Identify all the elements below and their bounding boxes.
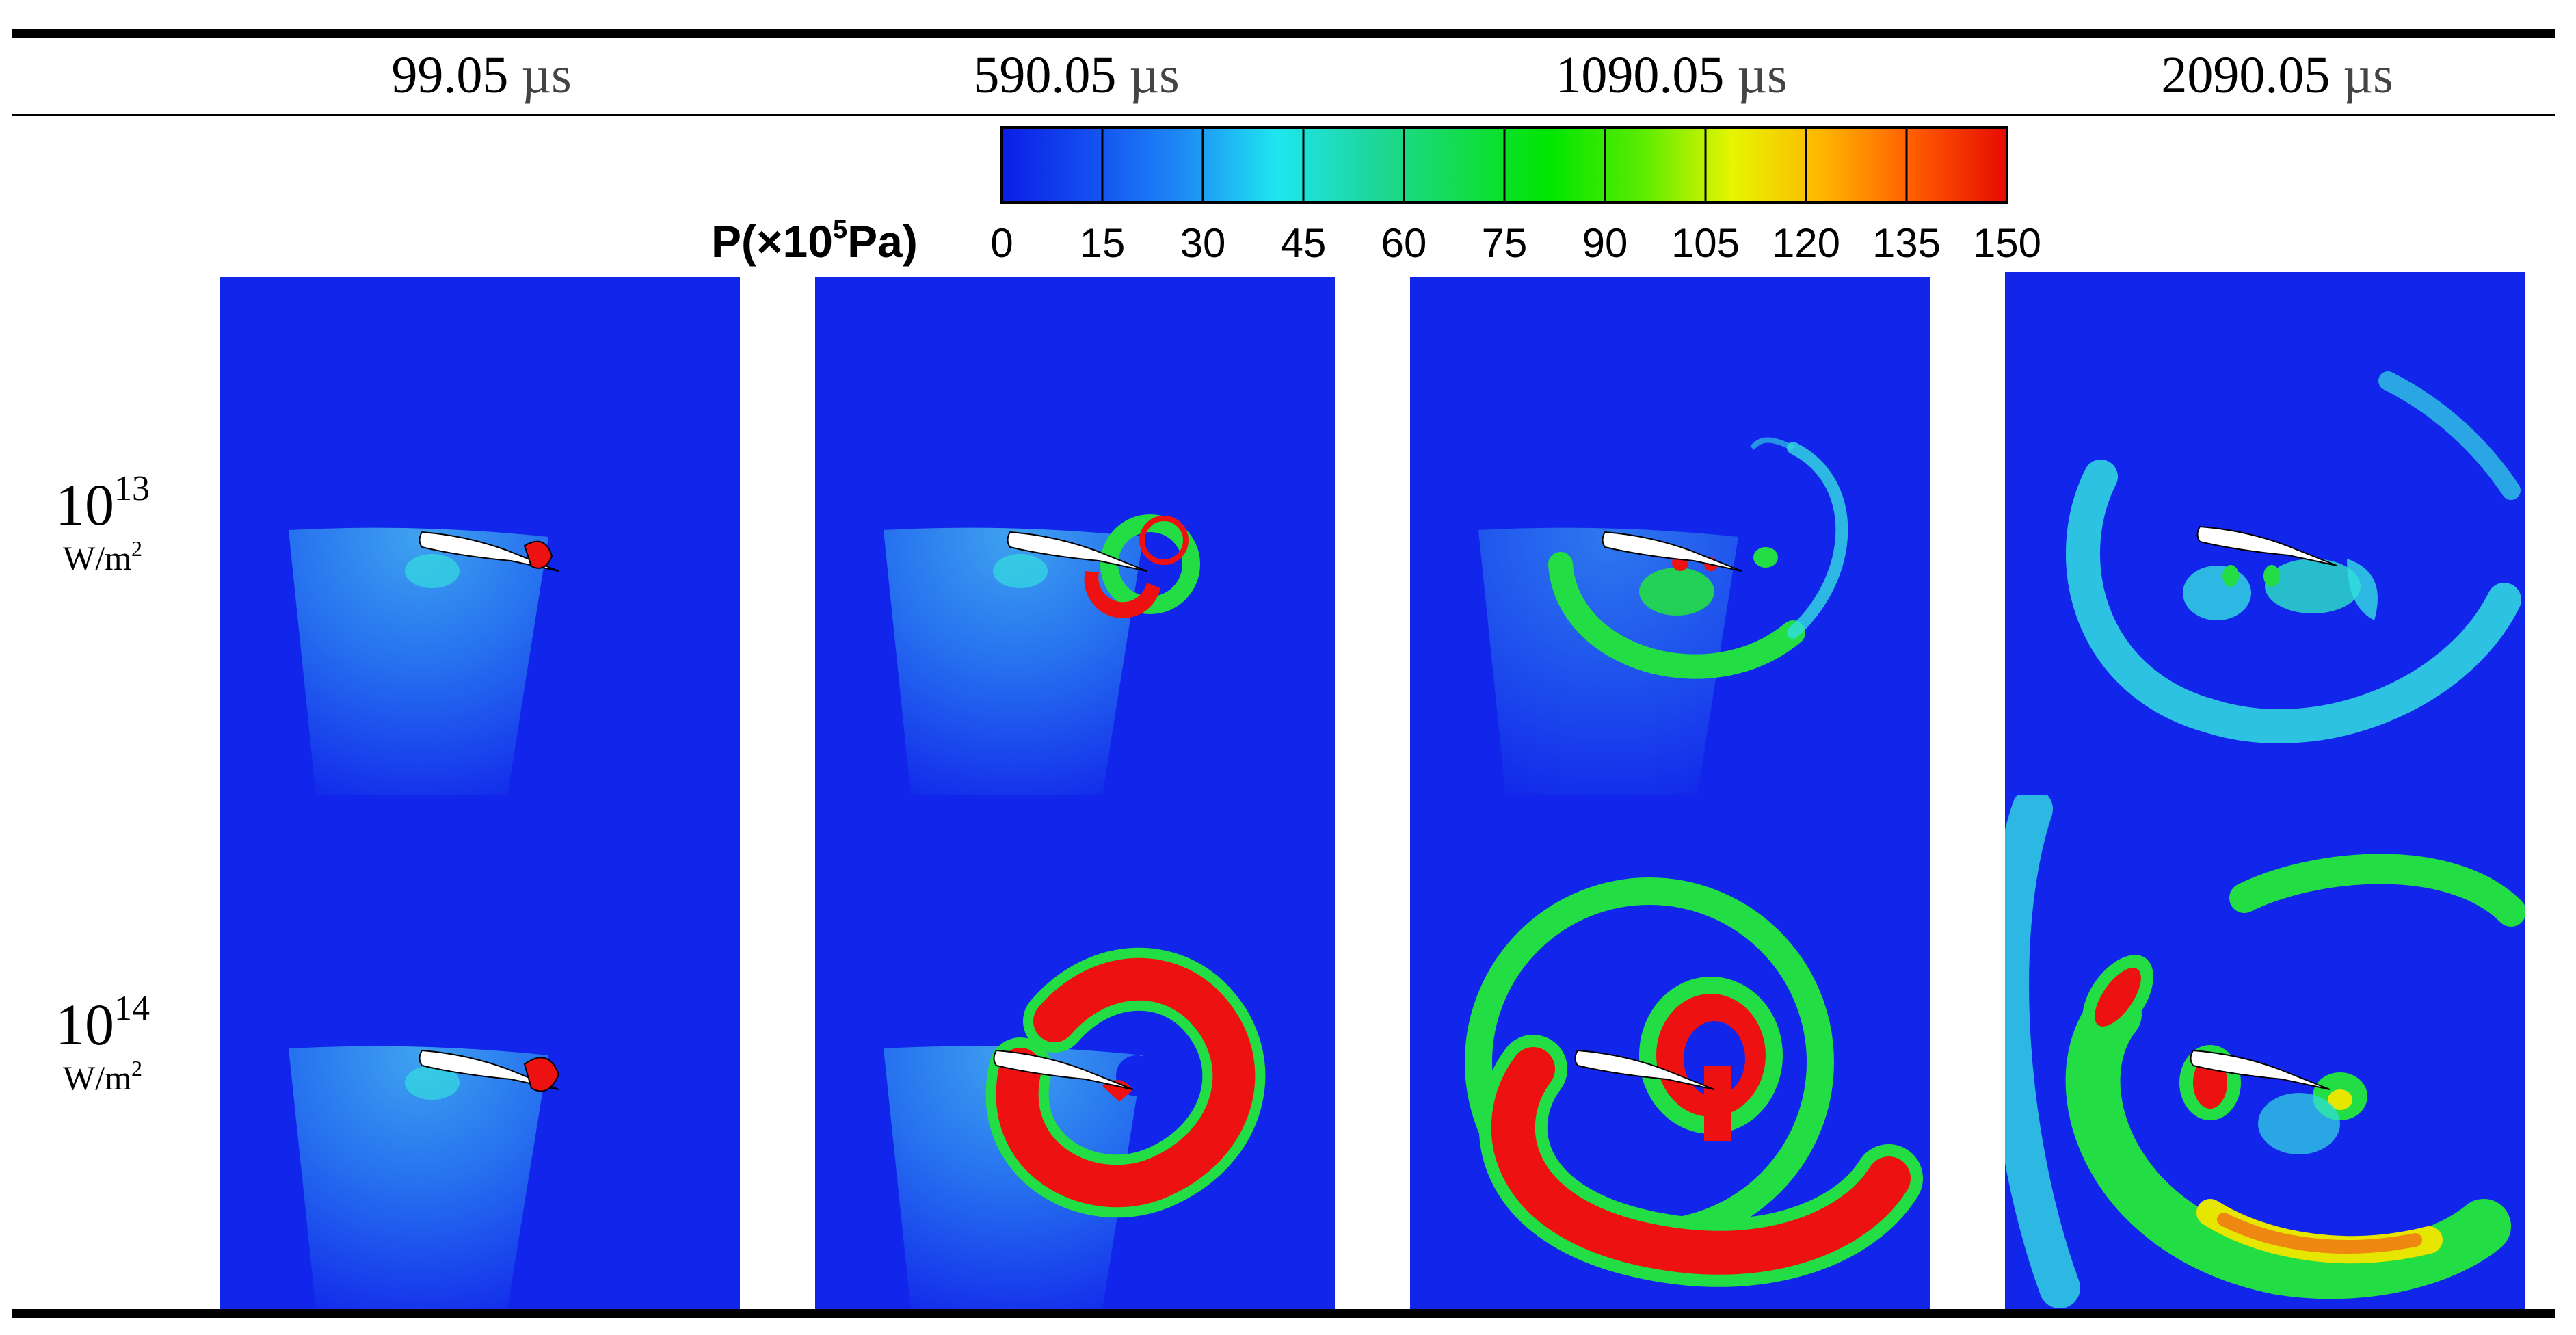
column-header-time-1: 99.05 µs [242, 41, 721, 109]
colorbar-tick-label: 45 [1281, 220, 1327, 266]
column-header-time-3: 1090.05 µs [1432, 41, 1911, 109]
contour-panel-r2-c3 [1410, 795, 1930, 1309]
table-top-rule [12, 29, 2555, 38]
intensity-base: 10 [55, 472, 114, 538]
time-unit: µs [521, 47, 572, 104]
time-unit: µs [2343, 47, 2393, 104]
colorbar-tick-label: 105 [1671, 220, 1740, 266]
time-value: 2090.05 [2161, 47, 2331, 104]
colorbar-title-prefix: P(×10 [711, 216, 833, 267]
contour-panel-r2-c2 [815, 795, 1335, 1309]
contour-panel-r1-c3 [1410, 277, 1930, 795]
row-label-intensity-2: 1014 W/m2 [21, 989, 185, 1098]
time-value: 1090.05 [1555, 47, 1725, 104]
intensity-exponent: 13 [114, 469, 150, 508]
colorbar-title-suffix: Pa) [847, 216, 918, 267]
pressure-colorbar: P(×105Pa) 0 15 30 45 60 75 90 105 120 135 150 [684, 123, 2051, 274]
intensity-unit: W/m [63, 1059, 131, 1097]
intensity-base: 10 [55, 992, 114, 1057]
colorbar-tick-label: 15 [1080, 220, 1126, 266]
row-label-intensity-1: 1013 W/m2 [21, 469, 185, 579]
colorbar-tick-label: 135 [1872, 220, 1941, 266]
time-unit: µs [1129, 47, 1180, 104]
time-value: 99.05 [391, 47, 509, 104]
colorbar-tick-label: 120 [1772, 220, 1840, 266]
colorbar-tick-label: 30 [1180, 220, 1226, 266]
column-header-time-2: 590.05 µs [837, 41, 1316, 109]
colorbar-title: P(×105Pa) [711, 215, 918, 267]
table-bottom-rule [12, 1309, 2555, 1318]
colorbar-tick-label: 90 [1582, 220, 1628, 266]
contour-panel-r1-c1 [220, 277, 740, 795]
time-unit: µs [1737, 47, 1788, 104]
contour-panel-r2-c1 [220, 795, 740, 1309]
colorbar-tick-label: 75 [1482, 220, 1528, 266]
time-value: 590.05 [973, 47, 1117, 104]
intensity-unit-exponent: 2 [131, 536, 142, 561]
column-header-time-4: 2090.05 µs [2038, 41, 2517, 109]
colorbar-tick-label: 0 [990, 220, 1013, 266]
colorbar-tick-label: 150 [1973, 220, 2041, 266]
contour-panel-r1-c4 [2005, 272, 2525, 795]
intensity-unit: W/m [63, 539, 131, 577]
colorbar-graphic: 0 15 30 45 60 75 90 105 120 135 150 [990, 126, 2041, 266]
colorbar-tick-label: 60 [1381, 220, 1427, 266]
table-header-rule [12, 114, 2555, 116]
intensity-exponent: 14 [114, 989, 150, 1028]
contour-panel-r1-c2 [815, 277, 1335, 795]
colorbar-title-exponent: 5 [832, 215, 848, 244]
contour-panel-r2-c4 [2005, 795, 2525, 1309]
intensity-unit-exponent: 2 [131, 1056, 142, 1081]
